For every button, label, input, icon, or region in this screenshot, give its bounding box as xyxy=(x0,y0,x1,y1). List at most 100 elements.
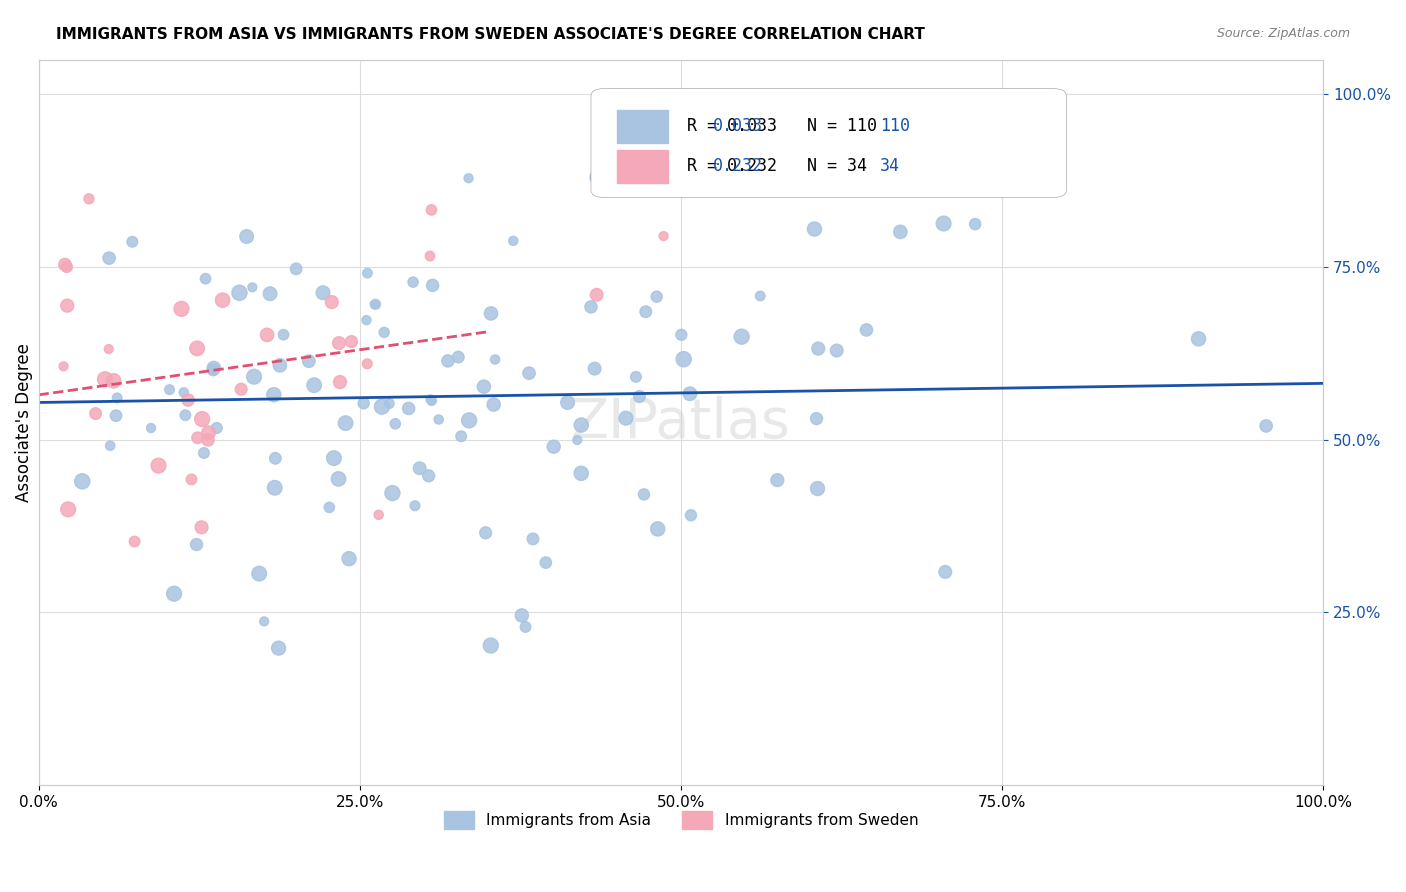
Point xyxy=(803,222,825,236)
Point xyxy=(56,299,79,313)
Point xyxy=(569,418,592,433)
Point xyxy=(567,433,589,447)
Point xyxy=(263,387,285,401)
Point xyxy=(194,271,217,285)
Point xyxy=(318,500,340,515)
Point xyxy=(569,467,592,481)
Point xyxy=(259,286,281,301)
Point xyxy=(77,192,100,206)
Point xyxy=(628,390,651,404)
Point xyxy=(730,329,752,343)
Point xyxy=(614,411,637,425)
Point xyxy=(634,304,657,318)
Point xyxy=(543,440,565,454)
Point xyxy=(517,366,540,380)
Point xyxy=(402,275,425,289)
Point xyxy=(965,217,987,231)
Point xyxy=(173,385,195,400)
Point xyxy=(98,439,121,453)
Text: 0.033: 0.033 xyxy=(713,118,763,136)
Point xyxy=(679,508,702,523)
Point xyxy=(247,566,270,581)
Point xyxy=(97,342,120,356)
Point xyxy=(515,620,537,634)
Text: R = 0.232   N = 34: R = 0.232 N = 34 xyxy=(688,157,868,175)
Point xyxy=(479,639,502,653)
Point xyxy=(170,301,193,316)
Point xyxy=(139,421,162,435)
Point xyxy=(474,525,496,540)
Point xyxy=(479,306,502,320)
Point xyxy=(329,375,352,389)
Point xyxy=(356,266,378,280)
Point xyxy=(231,382,253,396)
Point xyxy=(418,468,440,483)
Point xyxy=(450,429,472,443)
Point xyxy=(337,551,360,566)
Point xyxy=(197,433,219,447)
Point xyxy=(56,502,79,516)
Point xyxy=(1187,332,1209,346)
Point xyxy=(174,408,197,422)
Point xyxy=(398,401,420,416)
Point xyxy=(264,451,287,466)
Point xyxy=(855,323,877,337)
Point xyxy=(371,400,394,414)
Point xyxy=(269,359,291,373)
Point xyxy=(177,392,200,407)
Point xyxy=(340,334,363,349)
Point xyxy=(356,357,378,371)
Point xyxy=(1256,418,1278,433)
Point xyxy=(583,361,606,376)
Point xyxy=(420,202,443,217)
Y-axis label: Associate's Degree: Associate's Degree xyxy=(15,343,32,502)
Point xyxy=(202,363,225,377)
Point xyxy=(253,615,276,629)
Point xyxy=(766,473,789,487)
Point xyxy=(806,411,828,425)
Point xyxy=(806,482,828,496)
Point xyxy=(671,327,693,342)
Bar xyxy=(617,150,668,183)
Point xyxy=(94,372,117,386)
Point xyxy=(356,313,378,327)
Point xyxy=(408,461,430,475)
Point xyxy=(285,261,308,276)
Point xyxy=(84,407,107,421)
Point xyxy=(148,458,170,473)
Point xyxy=(312,285,335,300)
Point xyxy=(335,416,357,430)
Point xyxy=(70,475,93,489)
Text: IMMIGRANTS FROM ASIA VS IMMIGRANTS FROM SWEDEN ASSOCIATE'S DEGREE CORRELATION CH: IMMIGRANTS FROM ASIA VS IMMIGRANTS FROM … xyxy=(56,27,925,42)
Point xyxy=(205,421,228,435)
Text: R = 0.033   N = 110: R = 0.033 N = 110 xyxy=(688,118,877,136)
Point xyxy=(323,451,346,466)
Point xyxy=(422,278,444,293)
Point xyxy=(633,487,655,501)
Point xyxy=(298,354,321,368)
Point xyxy=(419,249,441,263)
Bar xyxy=(617,111,668,143)
Point xyxy=(263,481,285,495)
Point xyxy=(404,499,426,513)
Point xyxy=(934,565,956,579)
Point xyxy=(105,409,128,423)
Point xyxy=(932,217,955,231)
Point xyxy=(235,229,257,244)
Point xyxy=(585,287,607,301)
Point xyxy=(103,374,125,388)
Text: 34: 34 xyxy=(880,157,900,175)
Point xyxy=(384,417,406,431)
Point xyxy=(373,326,395,340)
Point xyxy=(363,297,385,311)
Point xyxy=(105,391,128,405)
Point xyxy=(364,297,387,311)
Point xyxy=(256,327,278,342)
Point xyxy=(534,556,557,570)
Point xyxy=(121,235,143,249)
Point xyxy=(672,352,695,367)
Point xyxy=(328,472,350,486)
Point xyxy=(624,370,647,384)
Point xyxy=(186,537,208,551)
FancyBboxPatch shape xyxy=(591,88,1066,197)
